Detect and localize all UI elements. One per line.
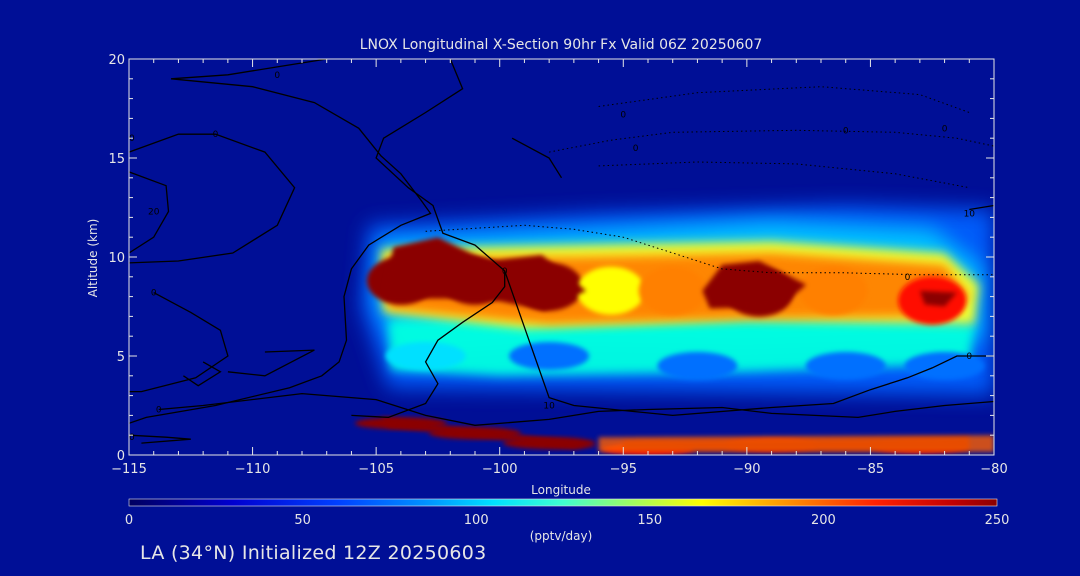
x-tick-label-7: −80 (980, 462, 1007, 477)
contour-line-6 (158, 392, 994, 426)
x-tick-label-6: −85 (857, 462, 884, 477)
contour-label-0: 0 (274, 71, 280, 81)
contour-label-5: 0 (502, 267, 508, 277)
contour-label-13: 0 (843, 126, 849, 136)
contour-label-14: 0 (942, 124, 948, 134)
contour-line-11 (969, 204, 994, 211)
contour-label-15: 0 (905, 273, 911, 283)
field-value-0-4 (638, 266, 707, 315)
axes: −115 −110 −105 −100 −95 −90 −85 −80 0 5 10 15 20 (108, 53, 1007, 477)
contour-line-7 (129, 434, 191, 444)
field-core-0 (383, 237, 587, 311)
contour-label-6: 10 (543, 402, 555, 412)
field-core-3 (381, 417, 599, 450)
field-value-0-6 (799, 266, 868, 315)
colorbar-tick-label-3: 150 (637, 513, 662, 528)
colorbar (128, 498, 998, 507)
colorbar-tick-label-4: 200 (811, 513, 836, 528)
surface-band (598, 435, 994, 452)
x-tick-label-0: −115 (111, 462, 147, 477)
chart-title: LNOX Longitudinal X-Section 90hr Fx Vali… (360, 37, 763, 53)
contour-label-3: 0 (151, 289, 157, 299)
field-value-1-3 (805, 351, 886, 380)
contour-line-3 (129, 292, 229, 393)
colorbar-ticks: 0 50 100 150 200 250 (125, 513, 1010, 528)
footer-caption: LA (34°N) Initialized 12Z 20250603 (140, 542, 487, 564)
contour-line-1 (129, 133, 296, 264)
contour-lines: 0 10 20 0 0 0 10 0 20 0 10 0 0 0 0 0 (123, 59, 994, 444)
contour-label-4: 0 (213, 130, 219, 140)
y-tick-label-1: 5 (117, 350, 125, 365)
colorbar-tick-label-5: 250 (985, 513, 1010, 528)
x-tick-label-4: −95 (610, 462, 637, 477)
contour-label-2: 20 (148, 208, 160, 218)
field-value-1-1 (509, 342, 590, 370)
colorbar-tick-label-2: 100 (464, 513, 489, 528)
x-axis-label: Longitude (531, 483, 591, 497)
contour-label-10: 10 (964, 209, 976, 219)
y-tick-label-0: 0 (117, 449, 125, 464)
field-value-1-4 (904, 351, 985, 380)
contour-label-1: 10 (123, 134, 135, 144)
y-tick-label-4: 20 (108, 53, 125, 68)
x-tick-label-3: −100 (482, 462, 518, 477)
contour-line-2 (129, 171, 170, 254)
x-tick-label-1: −110 (235, 462, 271, 477)
dotted-contour-1 (549, 129, 994, 153)
contour-label-9: 0 (156, 406, 162, 416)
y-axis-label: Altitude (km) (86, 219, 100, 298)
x-tick-label-2: −105 (358, 462, 394, 477)
y-tick-label-2: 10 (108, 251, 125, 266)
contour-label-8: 20 (123, 433, 135, 443)
contour-label-7: 0 (966, 352, 972, 362)
field-value-0-3 (576, 266, 645, 315)
field-value-1-0 (385, 342, 466, 370)
contour-label-11: 0 (633, 144, 639, 154)
contour-line-0 (129, 59, 432, 424)
heatmap-field (354, 205, 994, 455)
colorbar-label: (pptv/day) (530, 529, 593, 543)
field-core-2 (919, 290, 957, 307)
contour-label-12: 0 (620, 110, 626, 120)
contour-line-5 (227, 349, 315, 377)
contour-line-9 (504, 270, 994, 417)
colorbar-tick-label-1: 50 (294, 513, 311, 528)
field-value-1-2 (657, 351, 738, 380)
x-tick-label-5: −90 (733, 462, 760, 477)
contour-line-10 (511, 137, 563, 179)
contour-line-4 (183, 361, 222, 387)
y-tick-label-3: 15 (108, 152, 125, 167)
colorbar-tick-label-0: 0 (125, 513, 133, 528)
